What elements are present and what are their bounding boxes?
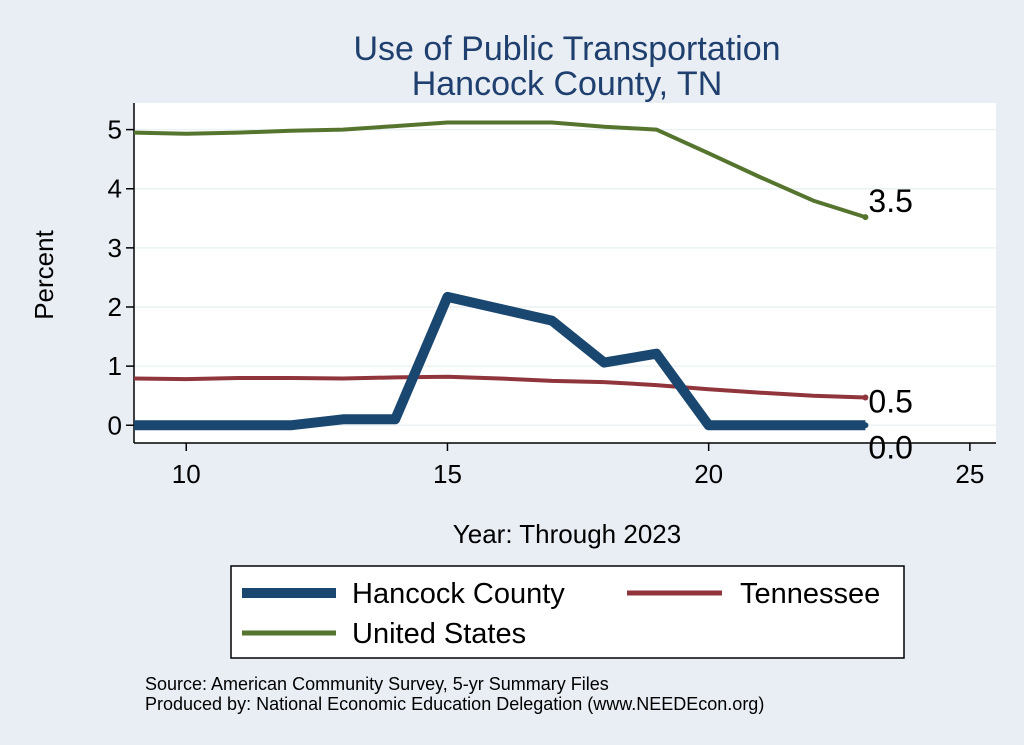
y-axis: 0 1 2 3 4 5 xyxy=(108,103,135,443)
produced-by-note: Produced by: National Economic Education… xyxy=(145,694,764,714)
x-tick-label: 10 xyxy=(172,459,201,489)
end-point xyxy=(862,214,869,221)
y-tick-label: 5 xyxy=(108,115,122,145)
y-tick-label: 4 xyxy=(108,174,122,204)
end-label: 3.5 xyxy=(868,183,912,219)
x-tick-label: 15 xyxy=(433,459,462,489)
plot-area xyxy=(134,103,996,443)
chart-title-line-1: Use of Public Transportation xyxy=(353,30,780,68)
series-line-united-states xyxy=(133,120,867,220)
legend-box xyxy=(230,565,905,659)
y-tick-label: 2 xyxy=(108,292,122,322)
x-axis-title: Year: Through 2023 xyxy=(453,519,681,549)
legend: Hancock County Tennessee United States xyxy=(242,578,880,650)
legend-label: Hancock County xyxy=(352,578,565,610)
y-tick-label: 1 xyxy=(108,351,122,381)
x-axis: 10 15 20 25 xyxy=(134,442,996,489)
end-label: 0.5 xyxy=(868,383,912,419)
legend-label: Tennessee xyxy=(740,578,880,610)
series-line-hancock-county xyxy=(134,291,866,431)
series-line-tennessee xyxy=(133,374,866,400)
end-label: 0.0 xyxy=(868,429,912,465)
x-tick-label: 25 xyxy=(955,459,984,489)
x-tick-label: 20 xyxy=(694,459,723,489)
y-axis-title: Percent xyxy=(29,229,59,319)
end-point xyxy=(862,422,869,429)
end-labels: 0.0 0.5 3.5 xyxy=(862,183,913,465)
y-tick-label: 0 xyxy=(108,410,122,440)
source-note: Source: American Community Survey, 5-yr … xyxy=(145,674,609,694)
end-point xyxy=(862,394,869,401)
y-tick-label: 3 xyxy=(108,233,122,263)
series-lines xyxy=(133,120,867,431)
legend-label: United States xyxy=(352,618,526,650)
chart-title-line-2: Hancock County, TN xyxy=(412,65,723,103)
